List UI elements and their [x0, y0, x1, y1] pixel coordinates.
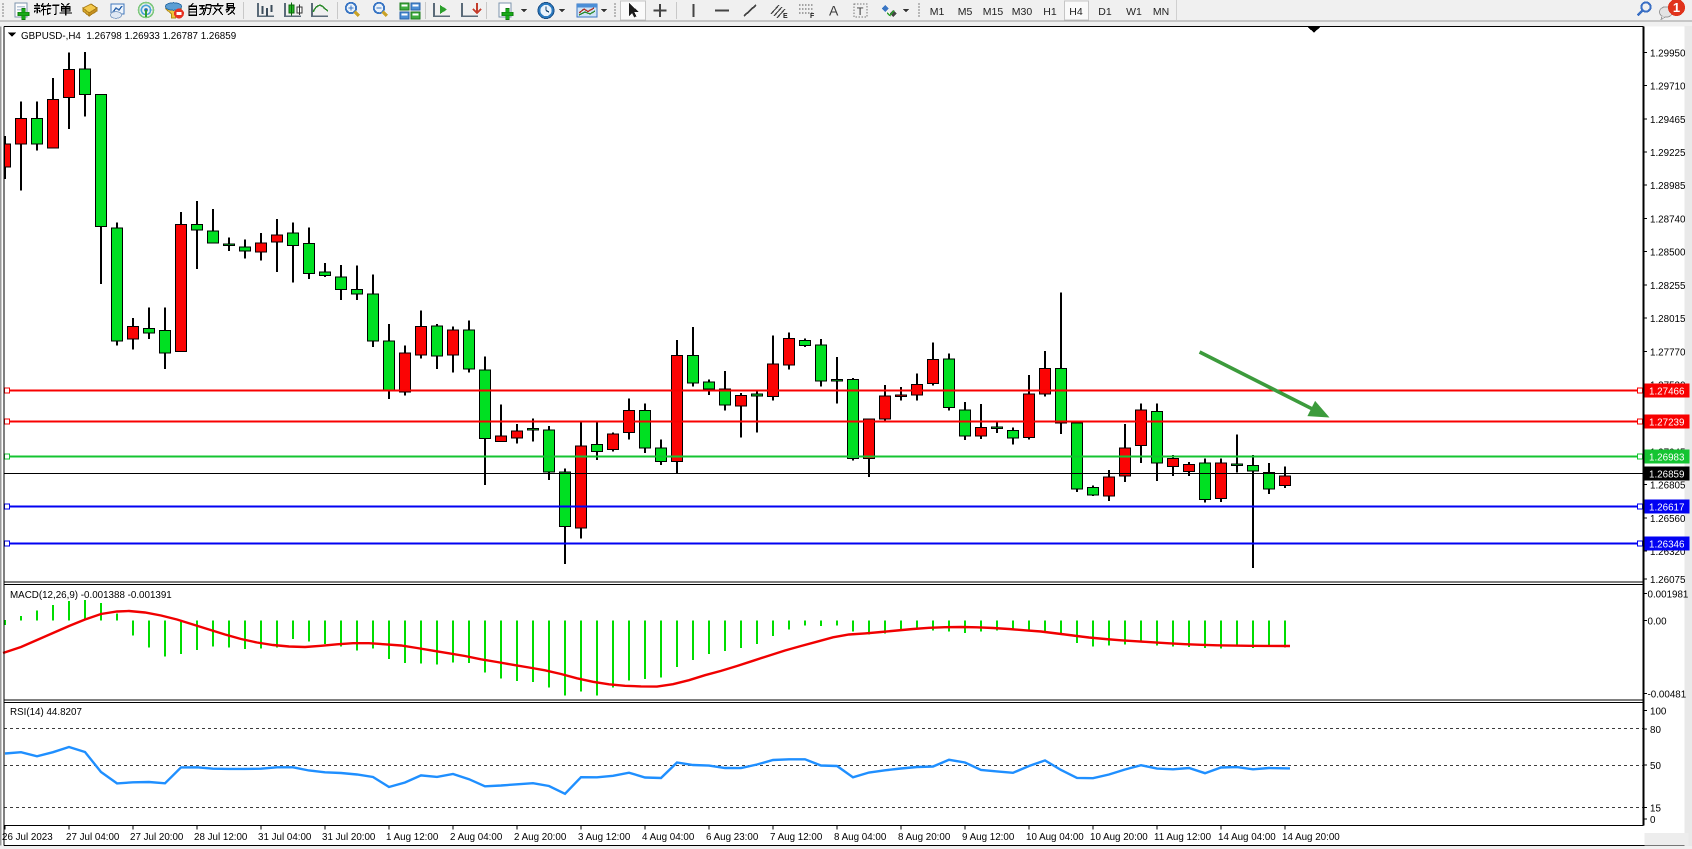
svg-text:1.28985: 1.28985 — [1650, 181, 1686, 192]
svg-text:H1: H1 — [1043, 6, 1057, 18]
svg-text:MACD(12,26,9) -0.001388 -0.001: MACD(12,26,9) -0.001388 -0.001391 — [10, 590, 172, 601]
svg-text:RSI(14) 44.8207: RSI(14) 44.8207 — [10, 707, 82, 718]
svg-text:1.26346: 1.26346 — [1649, 540, 1685, 551]
svg-text:26 Jul 2023: 26 Jul 2023 — [2, 832, 53, 843]
svg-text:10 Aug 20:00: 10 Aug 20:00 — [1090, 832, 1148, 843]
svg-text:0: 0 — [1650, 815, 1656, 826]
svg-text:100: 100 — [1650, 707, 1667, 718]
svg-text:31 Jul 04:00: 31 Jul 04:00 — [258, 832, 312, 843]
svg-text:15: 15 — [1650, 804, 1661, 815]
svg-text:1.26859: 1.26859 — [1649, 470, 1684, 481]
svg-text:M30: M30 — [1012, 6, 1033, 18]
svg-text:MN: MN — [1153, 6, 1169, 18]
svg-text:31 Jul 20:00: 31 Jul 20:00 — [322, 832, 376, 843]
svg-text:1.28255: 1.28255 — [1650, 281, 1686, 292]
svg-text:1.26560: 1.26560 — [1650, 514, 1686, 525]
svg-text:1.28015: 1.28015 — [1650, 314, 1686, 325]
svg-text:E: E — [783, 13, 788, 20]
svg-text:1.28500: 1.28500 — [1650, 248, 1686, 259]
svg-text:0.001981: 0.001981 — [1648, 590, 1689, 601]
svg-text:2 Aug 04:00: 2 Aug 04:00 — [450, 832, 503, 843]
svg-text:1.27770: 1.27770 — [1650, 348, 1686, 359]
svg-text:F: F — [810, 13, 815, 20]
svg-text:1.26075: 1.26075 — [1650, 575, 1686, 586]
svg-text:M15: M15 — [983, 6, 1004, 18]
svg-text:80: 80 — [1650, 725, 1661, 736]
svg-text:3 Aug 12:00: 3 Aug 12:00 — [578, 832, 631, 843]
svg-text:7 Aug 12:00: 7 Aug 12:00 — [770, 832, 823, 843]
svg-text:27 Jul 04:00: 27 Jul 04:00 — [66, 832, 120, 843]
svg-text:-0.00481: -0.00481 — [1648, 690, 1687, 701]
svg-text:1.26983: 1.26983 — [1649, 453, 1685, 464]
svg-text:27 Jul 20:00: 27 Jul 20:00 — [130, 832, 184, 843]
svg-text:M1: M1 — [930, 6, 945, 18]
svg-text:1.29465: 1.29465 — [1650, 115, 1686, 126]
svg-text:A: A — [829, 3, 839, 19]
svg-text:H4: H4 — [1069, 6, 1083, 18]
svg-text:1.26805: 1.26805 — [1650, 480, 1686, 491]
svg-text:8 Aug 04:00: 8 Aug 04:00 — [834, 832, 887, 843]
svg-text:M5: M5 — [958, 6, 973, 18]
svg-text:1.28740: 1.28740 — [1650, 215, 1686, 226]
svg-text:1.29225: 1.29225 — [1650, 148, 1686, 159]
svg-text:0.00: 0.00 — [1648, 617, 1668, 628]
svg-text:50: 50 — [1650, 761, 1661, 772]
svg-text:1.27466: 1.27466 — [1649, 387, 1685, 398]
svg-text:1.29710: 1.29710 — [1650, 81, 1686, 92]
svg-text:8 Aug 20:00: 8 Aug 20:00 — [898, 832, 951, 843]
svg-text:10 Aug 04:00: 10 Aug 04:00 — [1026, 832, 1084, 843]
svg-text:14 Aug 04:00: 14 Aug 04:00 — [1218, 832, 1276, 843]
svg-text:4 Aug 04:00: 4 Aug 04:00 — [642, 832, 695, 843]
svg-text:1.29950: 1.29950 — [1650, 48, 1686, 59]
svg-text:11 Aug 12:00: 11 Aug 12:00 — [1154, 832, 1212, 843]
svg-text:2 Aug 20:00: 2 Aug 20:00 — [514, 832, 567, 843]
svg-text:1: 1 — [1673, 0, 1680, 15]
svg-text:GBPUSD-,H4 1.26798 1.26933 1.: GBPUSD-,H4 1.26798 1.26933 1.26787 1.268… — [21, 31, 236, 42]
svg-text:28 Jul 12:00: 28 Jul 12:00 — [194, 832, 248, 843]
svg-text:D1: D1 — [1098, 6, 1112, 18]
svg-text:14 Aug 20:00: 14 Aug 20:00 — [1282, 832, 1340, 843]
svg-text:9 Aug 12:00: 9 Aug 12:00 — [962, 832, 1015, 843]
svg-text:6 Aug 23:00: 6 Aug 23:00 — [706, 832, 759, 843]
svg-text:1.26617: 1.26617 — [1649, 503, 1684, 514]
svg-text:1 Aug 12:00: 1 Aug 12:00 — [386, 832, 439, 843]
svg-text:1.27239: 1.27239 — [1649, 418, 1684, 429]
svg-text:1.26320: 1.26320 — [1650, 547, 1686, 558]
svg-text:T: T — [857, 6, 864, 18]
svg-text:W1: W1 — [1126, 6, 1142, 18]
